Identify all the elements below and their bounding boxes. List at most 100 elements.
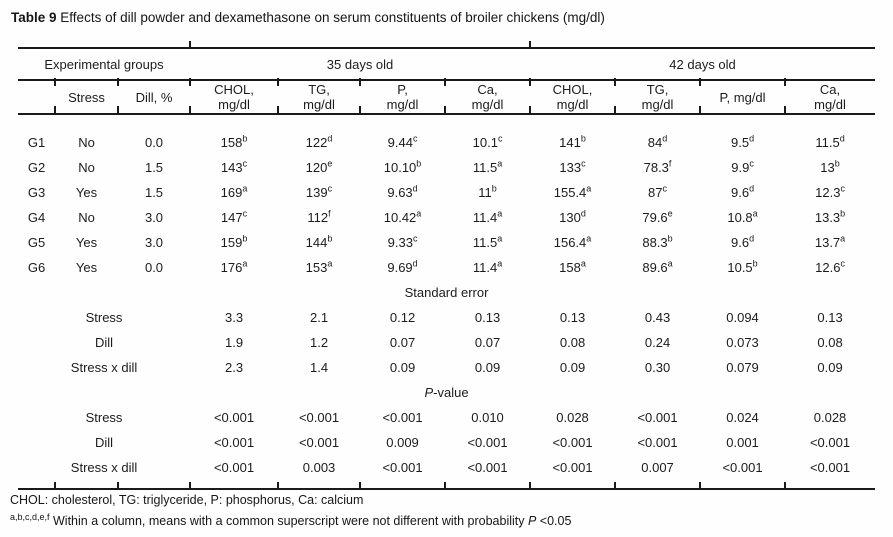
value-cell: 11b	[478, 183, 497, 200]
stat-value-cell: <0.001	[722, 460, 763, 475]
stress-cell: Yes	[75, 235, 98, 250]
column-header-cell: TG, mg/dl	[615, 80, 701, 115]
superscript: a	[416, 208, 422, 219]
stat-value-cell: 0.09	[817, 360, 843, 375]
stat-value-cell: 0.07	[389, 335, 416, 350]
group-id-cell: G5	[27, 235, 46, 250]
value-cell: 11.5a	[472, 233, 503, 250]
grid-tick	[54, 482, 56, 489]
superscript: d	[749, 133, 755, 144]
column-header-cell: Ca, mg/dl	[785, 80, 876, 115]
superscript: c	[840, 183, 845, 194]
value-cell: 144b	[305, 233, 333, 250]
grid-tick	[54, 78, 56, 86]
grid-tick	[189, 482, 191, 489]
stat-value-cell: 0.12	[389, 310, 416, 325]
value-cell: 78.3f	[643, 158, 672, 175]
grid-tick	[784, 78, 786, 86]
value-cell: 10.10b	[383, 158, 422, 175]
value-cell: 10.1c	[472, 133, 503, 150]
superscript-note-tail: <0.05	[536, 514, 572, 529]
stress-cell: No	[78, 160, 95, 175]
grid-tick	[529, 78, 531, 86]
stat-value-cell: <0.001	[213, 435, 255, 450]
value-cell: 143c	[220, 158, 248, 175]
value-cell: 139c	[305, 183, 333, 200]
grid-tick	[614, 78, 616, 86]
value-cell: 12.6c	[815, 258, 845, 275]
value-cell: 122d	[305, 133, 333, 150]
value-cell: 10.5b	[727, 258, 758, 275]
superscript: a	[586, 183, 592, 194]
grid-tick	[699, 78, 701, 86]
superscript: d	[839, 133, 845, 144]
superscript: c	[581, 158, 586, 169]
stat-value-cell: 0.007	[641, 460, 674, 475]
stat-value-cell: <0.001	[213, 410, 255, 425]
grid-tick	[189, 78, 191, 86]
grid-tick	[444, 482, 446, 489]
section-label-row: Standard error	[18, 280, 875, 305]
stat-value-cell: <0.001	[298, 410, 340, 425]
superscript: b	[752, 258, 758, 269]
value-cell: 88.3b	[642, 233, 673, 250]
superscript: d	[749, 183, 755, 194]
value-cell: 141b	[559, 133, 586, 150]
superscript: d	[327, 133, 333, 144]
dill-cell: 0.0	[144, 260, 164, 275]
value-cell: 169a	[220, 183, 248, 200]
stat-value-cell: <0.001	[213, 460, 255, 475]
stat-value-cell: 1.2	[309, 335, 329, 350]
group-row: G6 Yes 0.0 176a 153a 9.69d 11.4a 158a 89.6a 10.5b…	[18, 255, 875, 280]
grid-tick	[529, 106, 531, 114]
grid-tick	[699, 482, 701, 489]
column-header-cell: CHOL, mg/dl	[530, 80, 616, 115]
column-header-cell: Dill, %	[118, 80, 191, 115]
italic-p: P	[424, 385, 434, 400]
superscript: b	[834, 158, 840, 169]
grid-tick	[529, 482, 531, 489]
stat-value-cell: 0.09	[559, 360, 586, 375]
table-body: Experimental groups 35 days old 42 days ol…	[18, 48, 876, 489]
section-label-cell: Standard error	[404, 285, 489, 300]
grid-tick	[277, 106, 279, 114]
stat-value-cell: 3.3	[224, 310, 244, 325]
value-cell: 11.5a	[472, 158, 503, 175]
column-header-row: Stress Dill, % CHOL, mg/dl TG, mg/dl P, mg/dl Ca…	[18, 80, 876, 115]
stat-value-cell: <0.001	[382, 460, 423, 475]
dill-cell: 1.5	[144, 185, 164, 200]
grid-tick	[529, 41, 531, 48]
stat-row: Dill <0.001 <0.001 0.009 <0.001 <0.001 <0.001 0…	[18, 430, 875, 455]
stat-row-label: Stress	[85, 410, 123, 425]
stat-value-cell: 0.073	[726, 335, 759, 350]
superscript: c	[412, 133, 418, 144]
grid-tick	[277, 482, 279, 489]
dill-cell: 3.0	[144, 210, 164, 225]
stat-value-cell: 0.003	[302, 460, 336, 475]
stat-value-cell: 0.024	[726, 410, 759, 425]
superscript: d	[412, 258, 418, 269]
stat-row-label: Stress	[85, 310, 123, 325]
superscript: c	[242, 208, 248, 219]
group-row: G3 Yes 1.5 169a 139c 9.63d 11b 155.4a 87c 9.6d 12.…	[18, 180, 875, 205]
experimental-groups-header: Experimental groups	[18, 48, 191, 81]
superscript: d	[580, 208, 586, 219]
table-caption-text: Effects of dill powder and dexamethasone…	[60, 10, 605, 25]
superscript: c	[840, 258, 845, 269]
grid-tick	[359, 78, 361, 86]
group-row: G2 No 1.5 143c 120e 10.10b 11.5a 133c 78.3f 9.9c 1…	[18, 155, 875, 180]
stat-row: Dill 1.9 1.2 0.07 0.07 0.08 0.24 0.073 0.08	[18, 330, 875, 355]
column-header-cell: P, mg/dl	[700, 80, 786, 115]
stress-cell: No	[78, 135, 95, 150]
stat-value-cell: 0.08	[817, 335, 843, 350]
grid-tick	[54, 106, 56, 114]
dill-cell: 1.5	[144, 160, 164, 175]
stat-value-cell: 0.028	[556, 410, 589, 425]
value-cell: 120e	[305, 158, 333, 175]
column-header-cell: TG, mg/dl	[278, 80, 361, 115]
grid-tick	[117, 78, 119, 86]
stat-value-cell: 0.010	[471, 410, 504, 425]
spacer-cell	[18, 480, 875, 489]
value-cell: 10.8a	[727, 208, 758, 225]
value-cell: 13.3b	[814, 208, 846, 225]
